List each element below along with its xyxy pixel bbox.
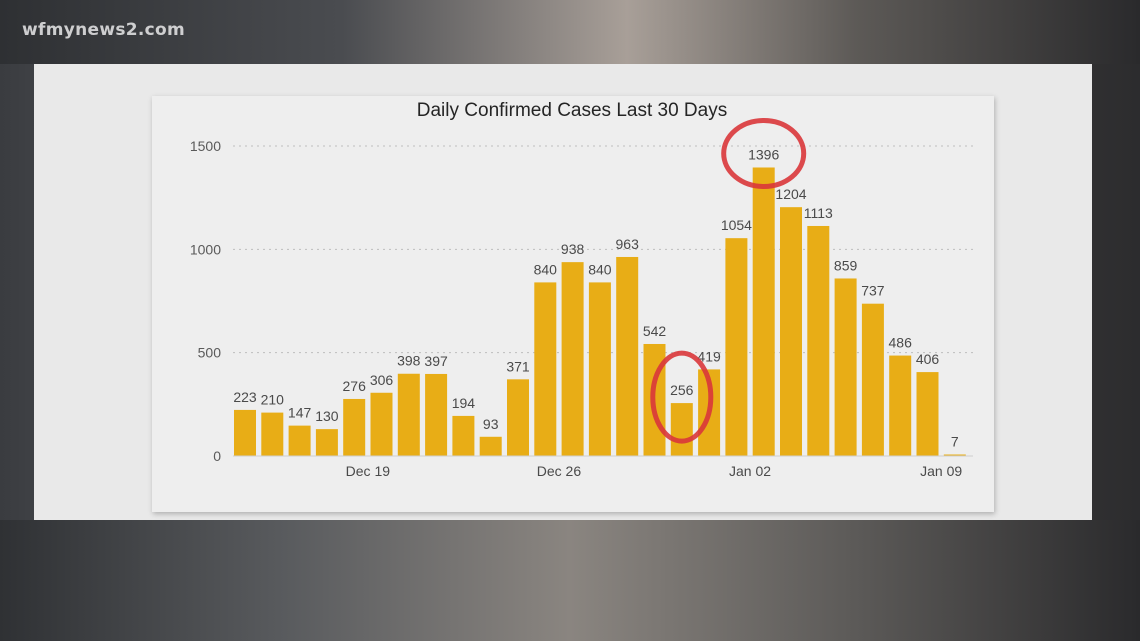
bars (234, 167, 966, 456)
bar (889, 355, 912, 456)
data-label: 859 (834, 257, 858, 273)
bar (452, 415, 475, 456)
y-axis: 0 500 1000 1500 (190, 138, 221, 464)
bar (807, 225, 830, 456)
data-label: 93 (483, 416, 499, 432)
bar (288, 425, 311, 456)
data-label: 1204 (775, 186, 806, 202)
bar (507, 379, 529, 456)
data-label: 398 (397, 353, 421, 369)
data-label: 840 (588, 261, 612, 277)
bar (425, 373, 448, 456)
data-label: 419 (697, 348, 721, 364)
data-label: 147 (288, 405, 312, 421)
data-label: 276 (343, 378, 367, 394)
data-label: 210 (261, 392, 285, 408)
data-label: 371 (506, 358, 530, 374)
highlight-circles (650, 117, 807, 444)
bar (588, 282, 611, 456)
data-label: 130 (315, 408, 339, 424)
x-tick-label: Jan 09 (920, 463, 962, 479)
bar (861, 303, 884, 456)
data-label: 542 (643, 323, 667, 339)
chart-title: Daily Confirmed Cases Last 30 Days (417, 100, 727, 121)
watermark: wfmynews2.com (22, 20, 186, 40)
data-label: 1054 (721, 217, 752, 233)
data-label: 963 (616, 236, 640, 252)
y-tick-label: 1000 (190, 241, 221, 257)
data-label: 406 (916, 351, 940, 367)
bar (261, 412, 284, 456)
bar (479, 436, 502, 456)
bar (343, 398, 366, 456)
x-tick-label: Dec 19 (346, 463, 391, 479)
x-tick-label: Dec 26 (537, 463, 582, 479)
highlight-circle (721, 117, 807, 189)
x-tick-label: Jan 02 (729, 463, 771, 479)
data-label: 1113 (804, 205, 833, 221)
bar (397, 373, 420, 456)
bar (752, 167, 775, 456)
bar (315, 429, 338, 456)
background-top (0, 0, 1140, 64)
y-tick-label: 0 (213, 448, 221, 464)
background-bottom (0, 520, 1140, 641)
bar (834, 278, 857, 456)
highlight-circle (650, 350, 714, 444)
data-label: 7 (951, 434, 959, 450)
y-tick-label: 1500 (190, 138, 221, 154)
data-label: 223 (233, 389, 257, 405)
x-axis: Dec 19 Dec 26 Jan 02 Jan 09 (233, 455, 973, 479)
data-label: 256 (670, 382, 694, 398)
bar (616, 256, 639, 456)
data-label: 486 (889, 335, 913, 351)
bar (234, 409, 256, 456)
bar (670, 403, 693, 456)
data-label: 397 (424, 353, 448, 369)
data-label: 306 (370, 372, 394, 388)
data-label: 1396 (748, 146, 779, 162)
bar (943, 454, 966, 456)
data-label: 840 (534, 261, 558, 277)
bar (534, 282, 557, 456)
bar (916, 372, 939, 456)
data-label: 938 (561, 241, 585, 257)
bar (561, 262, 584, 456)
bar (780, 207, 802, 456)
bar (370, 392, 393, 456)
y-tick-label: 500 (198, 345, 222, 361)
data-label: 737 (861, 283, 885, 299)
bar (725, 238, 748, 456)
data-label: 194 (452, 395, 476, 411)
